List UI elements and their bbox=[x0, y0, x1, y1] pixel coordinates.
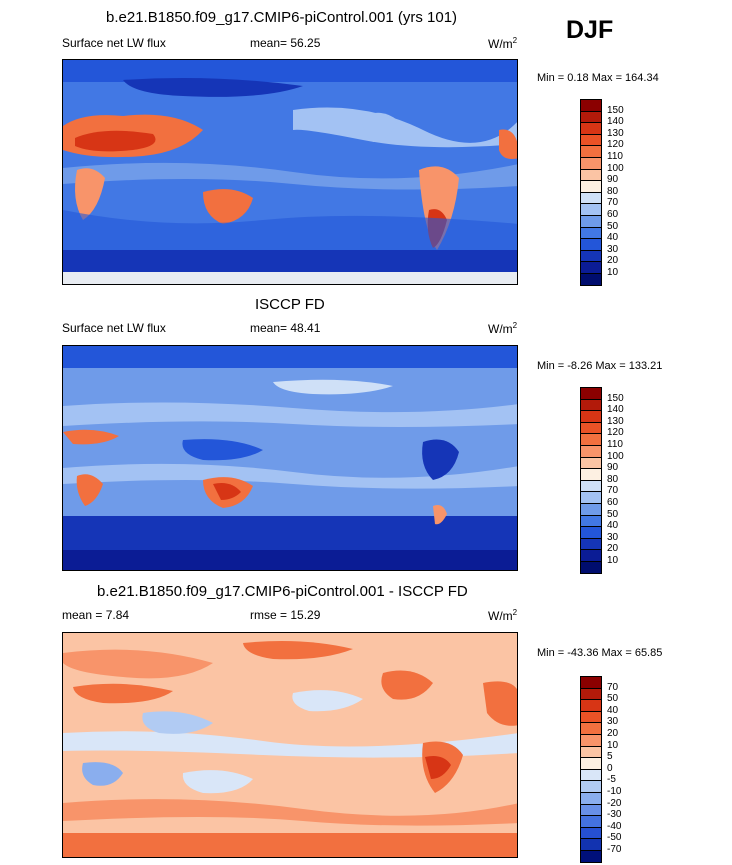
colorbar-tick-label: 40 bbox=[607, 520, 619, 532]
contour-map bbox=[62, 632, 518, 858]
colorbar-tick-label: 40 bbox=[607, 232, 619, 244]
colorbar-tick-label: 10 bbox=[607, 267, 619, 278]
rmse-label: rmse = 15.29 bbox=[250, 608, 321, 622]
colorbar-tick-label: 120 bbox=[607, 427, 624, 439]
colorbar-tick-label: 70 bbox=[607, 681, 619, 693]
units-label: W/m2 bbox=[488, 321, 518, 336]
units-label: W/m2 bbox=[488, 608, 518, 623]
colorbar-tick-label: 70 bbox=[607, 197, 619, 209]
colorbar-tick-label: 60 bbox=[607, 497, 619, 508]
colorbar-tick-label: 140 bbox=[607, 116, 624, 128]
colorbar-tick-label: 120 bbox=[607, 139, 624, 151]
colorbar-tick-label: 20 bbox=[607, 255, 619, 267]
colorbar-tick-label: 110 bbox=[607, 439, 623, 450]
colorbar-swatch bbox=[580, 850, 602, 863]
colorbar-tick-label: 110 bbox=[607, 151, 623, 162]
colorbar-tick-label: -50 bbox=[607, 832, 622, 844]
colorbar-tick-label: 50 bbox=[607, 508, 619, 520]
colorbar-tick-label: 80 bbox=[607, 473, 619, 485]
colorbar-tick-label: 100 bbox=[607, 450, 624, 462]
min-max-label: Min = -43.36 Max = 65.85 bbox=[537, 647, 663, 659]
colorbar-tick-label: 20 bbox=[607, 543, 619, 555]
panel-title: b.e21.B1850.f09_g17.CMIP6-piControl.001 … bbox=[97, 583, 468, 600]
colorbar-swatch bbox=[580, 561, 602, 574]
colorbar-tick-label: 0 bbox=[607, 762, 613, 774]
mean-label: mean= 56.25 bbox=[250, 36, 321, 50]
min-max-label: Min = 0.18 Max = 164.34 bbox=[537, 72, 659, 84]
colorbar-swatch bbox=[580, 273, 602, 286]
colorbar-tick-label: -70 bbox=[607, 844, 622, 855]
units-label: W/m2 bbox=[488, 36, 518, 51]
mean-label: mean = 7.84 bbox=[62, 608, 130, 622]
colorbar-tick-label: 40 bbox=[607, 704, 619, 716]
colorbar-tick-label: -40 bbox=[607, 820, 622, 832]
colorbar-tick-label: -20 bbox=[607, 797, 622, 809]
mean-label: mean= 48.41 bbox=[250, 321, 321, 335]
map-field bbox=[63, 60, 517, 284]
min-max-label: Min = -8.26 Max = 133.21 bbox=[537, 360, 663, 372]
colorbar-tick-label: 80 bbox=[607, 185, 619, 197]
colorbar-tick-label: 5 bbox=[607, 751, 613, 763]
colorbar-tick-label: 30 bbox=[607, 716, 619, 728]
colorbar-tick-label: 150 bbox=[607, 104, 624, 116]
colorbar-tick-label: 50 bbox=[607, 693, 619, 705]
colorbar-tick-label: 10 bbox=[607, 739, 619, 751]
colorbar-tick-label: 30 bbox=[607, 243, 619, 255]
colorbar-tick-label: 90 bbox=[607, 174, 619, 186]
contour-map bbox=[62, 345, 518, 571]
colorbar-tick-label: 70 bbox=[607, 485, 619, 497]
panel-title: b.e21.B1850.f09_g17.CMIP6-piControl.001 … bbox=[106, 9, 458, 26]
variable-label: Surface net LW flux bbox=[62, 321, 166, 335]
colorbar-tick-label: 130 bbox=[607, 415, 624, 427]
colorbar-tick-label: -10 bbox=[607, 786, 622, 797]
panel-title: ISCCP FD bbox=[255, 296, 325, 313]
colorbar-tick-label: 90 bbox=[607, 462, 619, 474]
colorbar-tick-label: 150 bbox=[607, 392, 624, 404]
colorbar-tick-label: 140 bbox=[607, 404, 624, 416]
map-field bbox=[63, 346, 517, 570]
colorbar-tick-label: -5 bbox=[607, 774, 616, 786]
colorbar-tick-label: 10 bbox=[607, 555, 619, 566]
colorbar-tick-label: 60 bbox=[607, 209, 619, 220]
season-label: DJF bbox=[566, 16, 614, 44]
map-field bbox=[63, 633, 517, 857]
colorbar-tick-label: 130 bbox=[607, 127, 624, 139]
contour-map bbox=[62, 59, 518, 285]
colorbar-tick-label: 50 bbox=[607, 220, 619, 232]
colorbar-tick-label: 20 bbox=[607, 728, 619, 739]
colorbar-tick-label: -30 bbox=[607, 809, 622, 821]
colorbar-tick-label: 30 bbox=[607, 531, 619, 543]
colorbar-tick-label: 100 bbox=[607, 162, 624, 174]
variable-label: Surface net LW flux bbox=[62, 36, 166, 50]
